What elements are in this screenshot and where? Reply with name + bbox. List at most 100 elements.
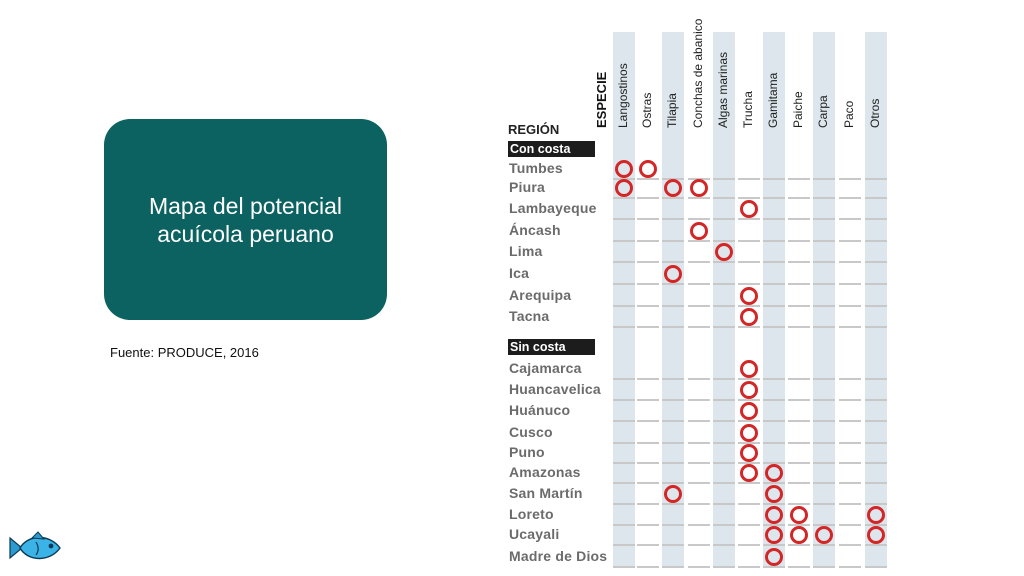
row-divider: [763, 503, 785, 505]
row-divider: [738, 566, 760, 568]
row-divider: [713, 399, 735, 401]
row-divider: [763, 197, 785, 199]
row-divider: [763, 218, 785, 220]
row-divider: [763, 544, 785, 546]
potential-mark: [739, 443, 758, 462]
row-divider: [839, 503, 861, 505]
especie-header: ESPECIE: [594, 71, 609, 128]
region-label: Lima: [509, 243, 543, 259]
row-divider: [637, 399, 659, 401]
row-divider: [713, 420, 735, 422]
row-divider: [839, 566, 861, 568]
row-divider: [688, 378, 710, 380]
row-divider: [788, 482, 810, 484]
row-divider: [839, 420, 861, 422]
row-divider: [763, 420, 785, 422]
row-divider: [738, 240, 760, 242]
column-band: [813, 32, 835, 568]
region-label: Ucayali: [509, 526, 560, 542]
row-divider: [688, 197, 710, 199]
row-divider: [738, 283, 760, 285]
row-divider: [865, 524, 887, 526]
row-divider: [637, 462, 659, 464]
row-divider: [738, 482, 760, 484]
row-divider: [637, 442, 659, 444]
row-divider: [763, 240, 785, 242]
potential-mark: [739, 380, 758, 399]
row-divider: [865, 326, 887, 328]
region-label: Huancavelica: [509, 381, 601, 397]
row-divider: [688, 283, 710, 285]
region-label: Áncash: [509, 222, 561, 238]
row-divider: [613, 462, 635, 464]
potential-mark: [614, 178, 633, 197]
potential-mark: [663, 484, 682, 503]
row-divider: [738, 326, 760, 328]
species-header: Ostras: [640, 92, 654, 128]
row-divider: [813, 524, 835, 526]
row-divider: [865, 240, 887, 242]
row-divider: [865, 218, 887, 220]
row-divider: [788, 524, 810, 526]
row-divider: [637, 305, 659, 307]
row-divider: [738, 197, 760, 199]
row-divider: [738, 544, 760, 546]
row-divider: [839, 178, 861, 180]
row-divider: [688, 420, 710, 422]
fish-icon: [9, 531, 61, 560]
column-band: [662, 32, 684, 568]
potential-mark: [764, 505, 783, 524]
row-divider: [865, 378, 887, 380]
row-divider: [813, 442, 835, 444]
row-divider: [637, 218, 659, 220]
row-divider: [788, 178, 810, 180]
row-divider: [813, 178, 835, 180]
row-divider: [788, 326, 810, 328]
row-divider: [662, 305, 684, 307]
potential-mark: [739, 423, 758, 442]
row-divider: [613, 524, 635, 526]
row-divider: [613, 197, 635, 199]
species-header: Carpa: [816, 95, 830, 128]
row-divider: [613, 544, 635, 546]
species-header: Algas marinas: [716, 51, 730, 128]
row-divider: [688, 240, 710, 242]
row-divider: [662, 544, 684, 546]
row-divider: [688, 524, 710, 526]
region-label: Amazonas: [509, 464, 581, 480]
row-divider: [788, 283, 810, 285]
row-divider: [688, 566, 710, 568]
region-label: Tacna: [509, 308, 550, 324]
column-band: [763, 32, 785, 568]
row-divider: [637, 283, 659, 285]
row-divider: [637, 326, 659, 328]
row-divider: [738, 462, 760, 464]
row-divider: [637, 566, 659, 568]
row-divider: [788, 197, 810, 199]
row-divider: [637, 240, 659, 242]
row-divider: [738, 305, 760, 307]
potential-mark: [789, 525, 808, 544]
region-label: Huánuco: [509, 402, 571, 418]
region-label: Loreto: [509, 506, 554, 522]
row-divider: [763, 524, 785, 526]
row-divider: [839, 399, 861, 401]
row-divider: [763, 305, 785, 307]
region-header: REGIÓN: [508, 122, 560, 137]
row-divider: [788, 544, 810, 546]
row-divider: [788, 378, 810, 380]
row-divider: [688, 261, 710, 263]
row-divider: [637, 503, 659, 505]
region-label: Cajamarca: [509, 360, 582, 376]
row-divider: [839, 305, 861, 307]
row-divider: [738, 178, 760, 180]
row-divider: [813, 462, 835, 464]
row-divider: [865, 503, 887, 505]
row-divider: [662, 524, 684, 526]
row-divider: [637, 524, 659, 526]
row-divider: [763, 326, 785, 328]
row-divider: [813, 503, 835, 505]
region-label: Lambayeque: [509, 200, 597, 216]
row-divider: [763, 178, 785, 180]
row-divider: [713, 218, 735, 220]
